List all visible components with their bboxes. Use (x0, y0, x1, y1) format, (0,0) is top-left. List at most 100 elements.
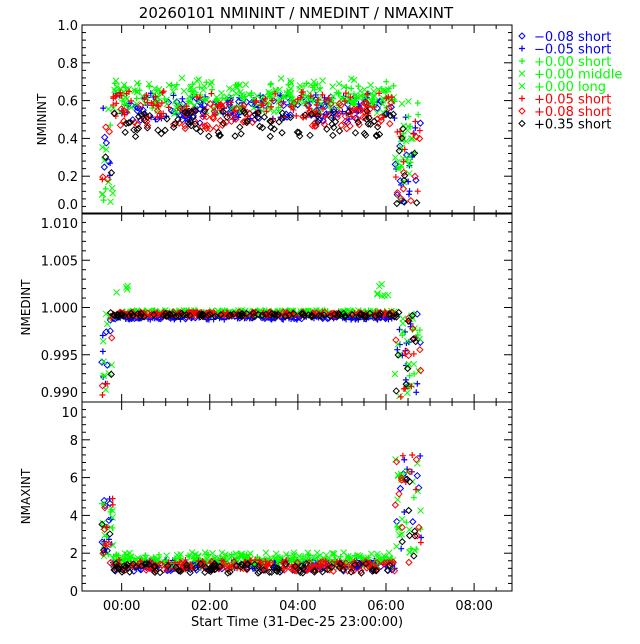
data-point (412, 176, 420, 184)
legend-label: +0.05 short (534, 93, 611, 108)
data-point (401, 146, 408, 153)
data-point (231, 132, 239, 140)
data-point (307, 311, 316, 319)
data-point (355, 93, 363, 101)
data-point (197, 310, 206, 319)
data-point (193, 94, 200, 101)
data-point (373, 558, 381, 567)
data-point (124, 564, 132, 573)
data-point (152, 93, 159, 100)
data-point (188, 549, 196, 556)
data-point (306, 107, 314, 115)
x-icon (518, 70, 526, 77)
data-point (353, 93, 361, 101)
data-point (136, 101, 145, 110)
y-axis-label: NMEDINT (19, 279, 33, 336)
data-point (307, 92, 314, 99)
data-point (294, 96, 301, 103)
y-tick-label: 1.000 (41, 302, 78, 317)
data-point (415, 134, 424, 143)
data-point (211, 312, 220, 321)
data-point (110, 109, 118, 118)
data-point (105, 540, 113, 548)
data-point (372, 132, 381, 140)
data-point (225, 85, 233, 92)
data-point (165, 104, 172, 111)
data-point (375, 130, 384, 139)
data-point (242, 309, 251, 318)
data-point (160, 565, 168, 574)
data-point (290, 106, 297, 113)
y-tick-label: 0.0 (57, 198, 78, 213)
data-point (282, 551, 290, 558)
data-point (268, 80, 275, 87)
data-point (400, 176, 408, 185)
data-point (293, 128, 302, 136)
data-point (260, 113, 269, 121)
data-point (277, 75, 285, 82)
legend-item: +0.05 short (519, 93, 611, 108)
data-point (335, 80, 343, 88)
data-point (116, 121, 125, 129)
data-point (109, 514, 116, 521)
data-point (172, 312, 180, 320)
data-point (416, 327, 423, 334)
data-point (386, 120, 394, 128)
data-point (110, 565, 118, 574)
data-point (408, 311, 417, 320)
data-point (356, 560, 364, 568)
data-point (159, 311, 168, 320)
data-point (394, 346, 401, 353)
data-point (411, 337, 420, 346)
data-point (109, 501, 116, 508)
data-point (195, 76, 203, 83)
data-point (267, 123, 275, 132)
data-point (107, 160, 114, 167)
data-point (224, 562, 233, 570)
data-point (351, 561, 359, 569)
data-point (359, 113, 367, 122)
x-axis-label: Start Time (31-Dec-25 23:00:00) (191, 615, 403, 630)
data-point (409, 518, 417, 526)
data-point (157, 129, 165, 138)
data-point (174, 115, 182, 124)
data-point (201, 122, 209, 130)
data-point (127, 309, 135, 317)
plus-icon (519, 45, 525, 52)
data-point (142, 117, 151, 126)
data-point (364, 91, 371, 98)
data-point (309, 84, 316, 91)
legend-item: −0.05 short (519, 43, 611, 58)
data-point (282, 560, 290, 568)
data-point (154, 107, 161, 114)
data-point (380, 552, 388, 560)
data-point (346, 122, 354, 130)
data-point (393, 517, 401, 526)
legend-label: −0.08 short (534, 30, 611, 45)
data-point (397, 474, 406, 482)
data-point (214, 128, 223, 137)
data-point (169, 120, 178, 129)
data-point (290, 99, 298, 108)
data-point (377, 113, 385, 121)
data-point (207, 563, 215, 572)
data-point (371, 92, 379, 100)
data-point (227, 564, 235, 572)
data-point (417, 539, 424, 546)
data-point (143, 121, 152, 130)
data-point (187, 107, 196, 116)
data-point (323, 565, 332, 574)
data-point (103, 361, 111, 369)
data-point (399, 185, 408, 193)
data-point (394, 340, 402, 348)
data-point (223, 113, 231, 121)
data-point (208, 90, 215, 97)
data-point (293, 112, 300, 119)
data-point (348, 113, 355, 120)
data-point (121, 100, 129, 108)
data-point (414, 188, 421, 195)
legend-label: −0.05 short (534, 43, 611, 58)
data-point (186, 568, 194, 577)
data-point (133, 95, 140, 102)
data-point (261, 566, 270, 574)
